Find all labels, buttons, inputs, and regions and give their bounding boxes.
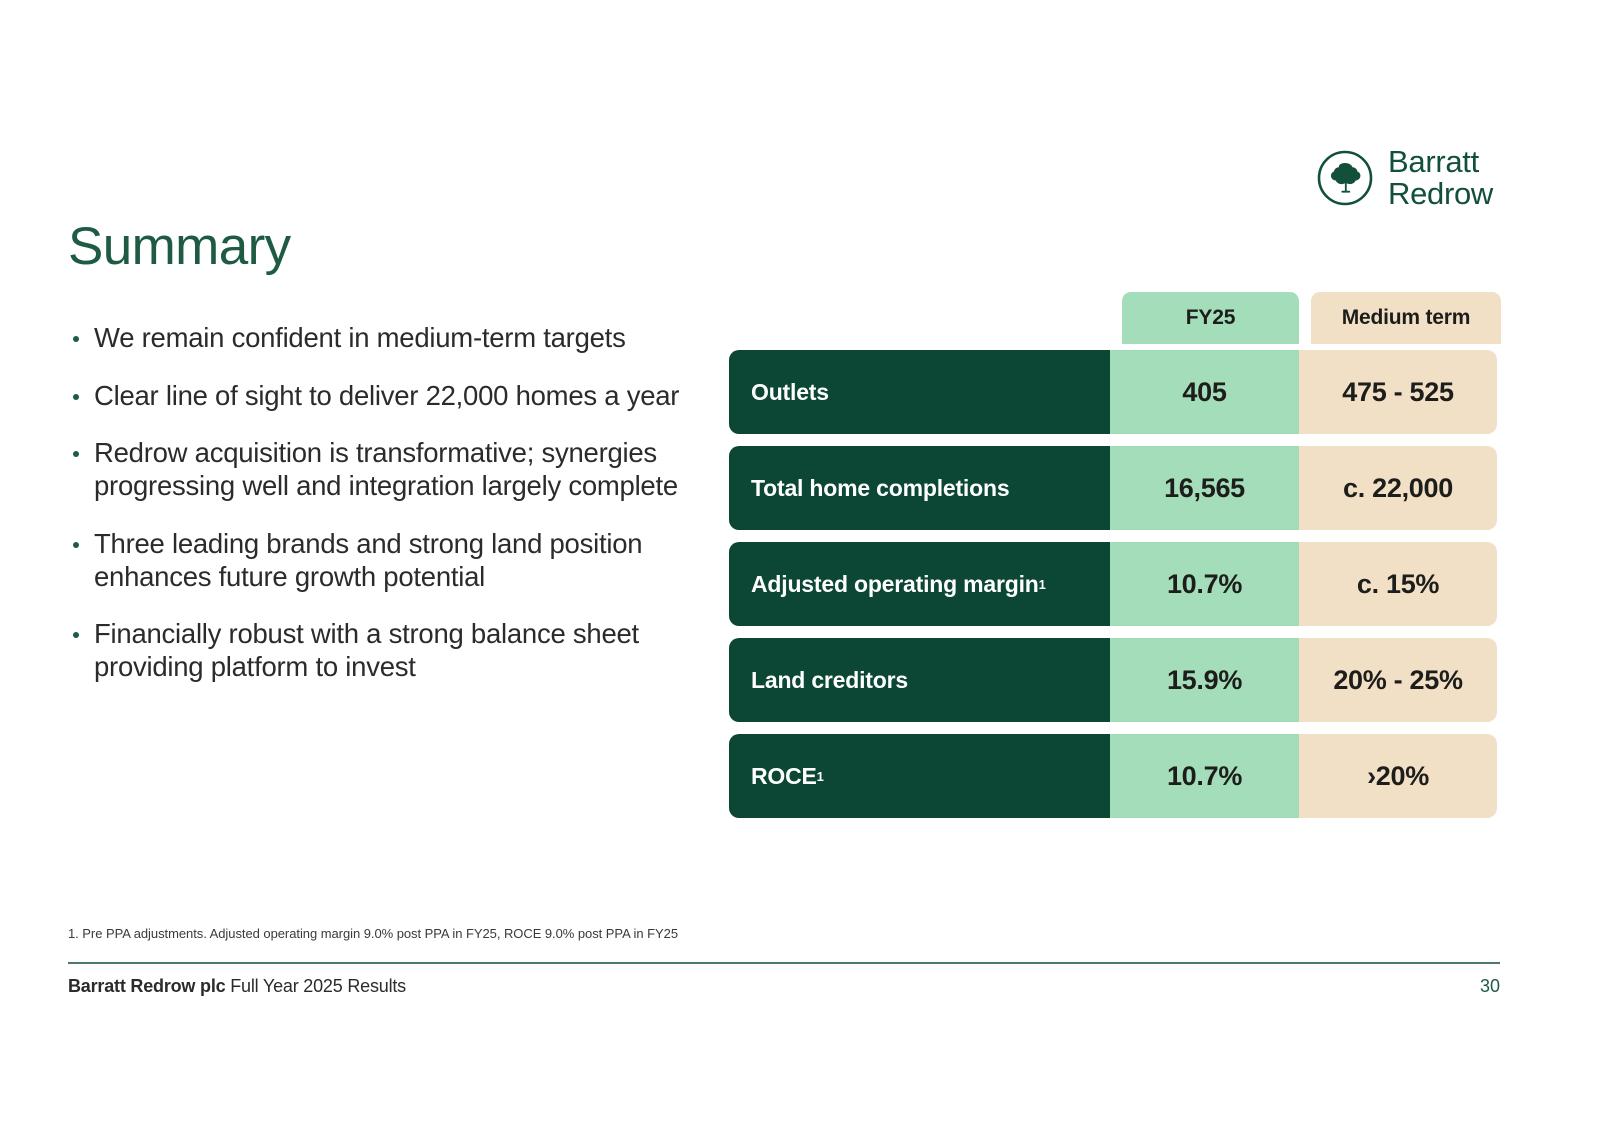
row-label-land-creditors: Land creditors	[729, 638, 1110, 722]
table-row: Land creditors 15.9% 20% - 25%	[729, 638, 1497, 722]
cell-fy25-outlets: 405	[1110, 350, 1299, 434]
footer-company: Barratt Redrow plc	[68, 976, 226, 996]
logo-word-line1: Barratt	[1388, 144, 1479, 180]
cell-fy25-land-creditors: 15.9%	[1110, 638, 1299, 722]
column-header-fy25: FY25	[1122, 292, 1299, 344]
cell-medium-term-outlets: 475 - 525	[1299, 350, 1497, 434]
page-title: Summary	[68, 216, 291, 276]
tree-in-circle-icon	[1316, 149, 1374, 207]
row-label-text: Outlets	[751, 378, 829, 405]
row-label-text: Total home completions	[751, 474, 1010, 501]
brand-logo: Barratt Redrow	[1316, 143, 1506, 213]
row-label-adjusted-operating-margin: Adjusted operating margin 1	[729, 542, 1110, 626]
summary-bullet-list: We remain confident in medium-term targe…	[68, 322, 708, 709]
cell-fy25-adjusted-operating-margin: 10.7%	[1110, 542, 1299, 626]
cell-medium-term-roce: ›20%	[1299, 734, 1497, 818]
table-header-row: FY25 Medium term	[729, 292, 1501, 344]
logo-wordmark: Barratt Redrow	[1388, 146, 1493, 209]
list-item: Redrow acquisition is transformative; sy…	[68, 437, 708, 502]
cell-medium-term-land-creditors: 20% - 25%	[1299, 638, 1497, 722]
table-row: Total home completions 16,565 c. 22,000	[729, 446, 1497, 530]
row-label-outlets: Outlets	[729, 350, 1110, 434]
cell-medium-term-adjusted-operating-margin: c. 15%	[1299, 542, 1497, 626]
row-label-text: Adjusted operating margin	[751, 570, 1039, 597]
row-label-text: Land creditors	[751, 666, 908, 693]
logo-word-line2: Redrow	[1388, 176, 1494, 211]
list-item: Clear line of sight to deliver 22,000 ho…	[68, 380, 708, 413]
cell-medium-term-total-home-completions: c. 22,000	[1299, 446, 1497, 530]
column-header-medium-term: Medium term	[1311, 292, 1501, 344]
footnote-marker: 1	[816, 768, 824, 784]
footer-subtitle: Full Year 2025 Results	[230, 976, 406, 996]
cell-fy25-total-home-completions: 16,565	[1110, 446, 1299, 530]
table-row: ROCE 1 10.7% ›20%	[729, 734, 1497, 818]
footnote: 1. Pre PPA adjustments. Adjusted operati…	[68, 926, 678, 941]
table-row: Adjusted operating margin 1 10.7% c. 15%	[729, 542, 1497, 626]
targets-table: FY25 Medium term Outlets 405 475 - 525 T…	[729, 292, 1501, 830]
table-row: Outlets 405 475 - 525	[729, 350, 1497, 434]
footnote-marker: 1	[1038, 576, 1046, 592]
footer-divider	[68, 962, 1500, 964]
footer: Barratt Redrow plc Full Year 2025 Result…	[68, 976, 406, 997]
cell-fy25-roce: 10.7%	[1110, 734, 1299, 818]
row-label-roce: ROCE 1	[729, 734, 1110, 818]
row-label-total-home-completions: Total home completions	[729, 446, 1110, 530]
page-number: 30	[1479, 976, 1500, 996]
table-header-spacer	[729, 292, 1122, 344]
list-item: Three leading brands and strong land pos…	[68, 528, 708, 593]
row-label-text: ROCE	[751, 762, 817, 789]
list-item: We remain confident in medium-term targe…	[68, 322, 708, 355]
list-item: Financially robust with a strong balance…	[68, 618, 708, 683]
